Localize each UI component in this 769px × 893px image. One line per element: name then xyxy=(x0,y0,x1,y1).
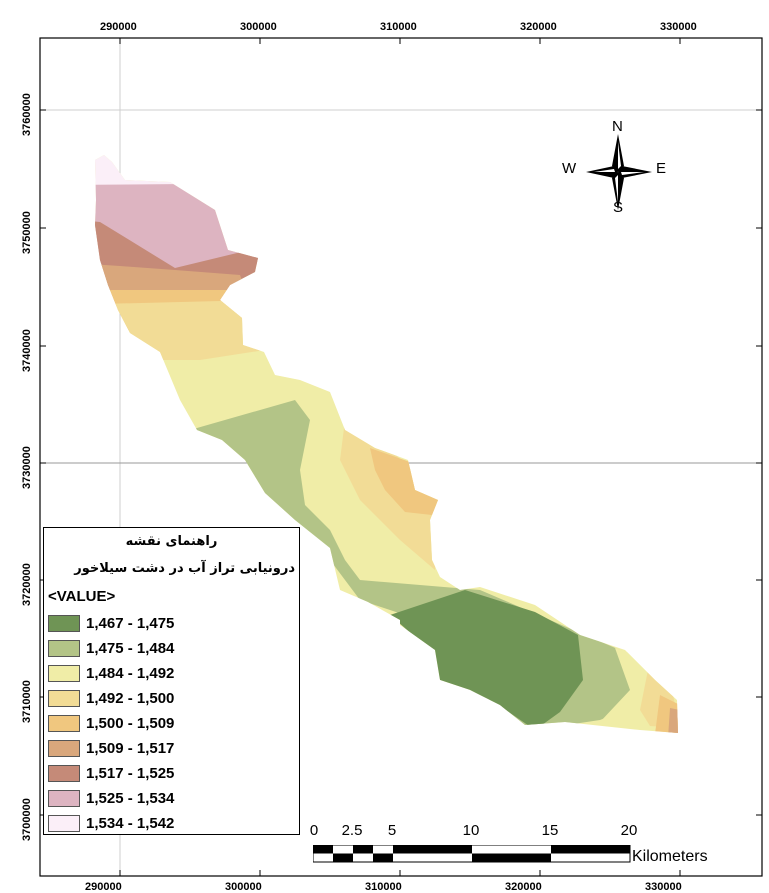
x-tick-label: 330000 xyxy=(645,881,682,893)
y-tick-label: 3710000 xyxy=(21,680,33,723)
legend-label: 1,509 - 1,517 xyxy=(86,739,175,757)
scale-label: 20 xyxy=(620,822,638,839)
zone-1467-1475 xyxy=(390,590,583,730)
scale-unit: Kilometers xyxy=(632,848,708,865)
north-label: N xyxy=(612,118,623,135)
south-label: S xyxy=(613,199,624,216)
y-tick-label: 3720000 xyxy=(21,563,33,606)
x-axis-labels-top: 290000 300000 310000 320000 330000 xyxy=(100,21,697,33)
x-tick-label: 310000 xyxy=(380,21,417,33)
legend-swatch xyxy=(48,714,80,732)
compass-rose-icon xyxy=(586,134,652,210)
scale-bar: 0 2.5 5 10 15 20 Kilometers xyxy=(300,820,760,870)
legend-swatch xyxy=(48,814,80,832)
x-tick-label: 310000 xyxy=(365,881,402,893)
legend-swatch xyxy=(48,789,80,807)
east-label: E xyxy=(656,160,667,177)
legend-item: 1,467 - 1,475 xyxy=(48,612,174,634)
legend-label: 1,467 - 1,475 xyxy=(86,614,175,632)
north-arrow: N S W E xyxy=(558,118,678,222)
legend-label: 1,534 - 1,542 xyxy=(86,814,175,832)
scale-label: 15 xyxy=(541,822,559,839)
legend-item: 1,484 - 1,492 xyxy=(48,662,174,684)
y-axis-labels: 3760000 3750000 3740000 3730000 3720000 … xyxy=(21,93,33,841)
x-tick-label: 300000 xyxy=(225,881,262,893)
legend-label: 1,517 - 1,525 xyxy=(86,764,175,782)
legend-item: 1,525 - 1,534 xyxy=(48,787,174,809)
legend-item: 1,475 - 1,484 xyxy=(48,637,174,659)
legend-swatch xyxy=(48,639,80,657)
scale-label: 5 xyxy=(387,822,397,839)
legend-swatch xyxy=(48,614,80,632)
legend-swatch xyxy=(48,739,80,757)
west-label: W xyxy=(562,160,577,177)
x-axis-labels-bottom: 290000 300000 310000 320000 330000 xyxy=(85,881,682,893)
legend-swatch xyxy=(48,764,80,782)
legend-item: 1,500 - 1,509 xyxy=(48,712,174,734)
legend-item: 1,492 - 1,500 xyxy=(48,687,174,709)
legend-item: 1,517 - 1,525 xyxy=(48,762,174,784)
scale-label: 10 xyxy=(462,822,480,839)
x-tick-label: 290000 xyxy=(85,881,122,893)
x-tick-label: 300000 xyxy=(240,21,277,33)
y-tick-label: 3700000 xyxy=(21,798,33,841)
x-tick-label: 290000 xyxy=(100,21,137,33)
legend-label: 1,484 - 1,492 xyxy=(86,664,175,682)
y-tick-label: 3740000 xyxy=(21,329,33,372)
legend-swatch xyxy=(48,689,80,707)
y-tick-label: 3760000 xyxy=(21,93,33,136)
y-tick-label: 3750000 xyxy=(21,211,33,254)
legend-label: 1,492 - 1,500 xyxy=(86,689,175,707)
legend-title: راهنمای نقشه xyxy=(125,534,218,549)
legend-label: 1,525 - 1,534 xyxy=(86,789,175,807)
legend-item: 1,534 - 1,542 xyxy=(48,812,174,834)
scale-label: 0 xyxy=(309,822,319,839)
scale-label: 2.5 xyxy=(341,822,363,839)
zone-1509-1517 xyxy=(668,708,678,733)
scale-bar-graphic xyxy=(313,845,631,863)
zone-1500-1509 xyxy=(370,448,440,515)
legend-swatch xyxy=(48,664,80,682)
legend-label: 1,475 - 1,484 xyxy=(86,639,175,657)
legend-subtitle: درونیابی تراز آب در دشت سیلاخور xyxy=(74,561,295,576)
x-tick-label: 320000 xyxy=(505,881,542,893)
legend-label: 1,500 - 1,509 xyxy=(86,714,175,732)
legend-item: 1,509 - 1,517 xyxy=(48,737,174,759)
x-tick-label: 320000 xyxy=(520,21,557,33)
map-legend: راهنمای نقشه درونیابی تراز آب در دشت سیل… xyxy=(43,527,300,835)
legend-field-name: <VALUE> xyxy=(48,588,116,605)
x-tick-label: 330000 xyxy=(660,21,697,33)
y-tick-label: 3730000 xyxy=(21,446,33,489)
